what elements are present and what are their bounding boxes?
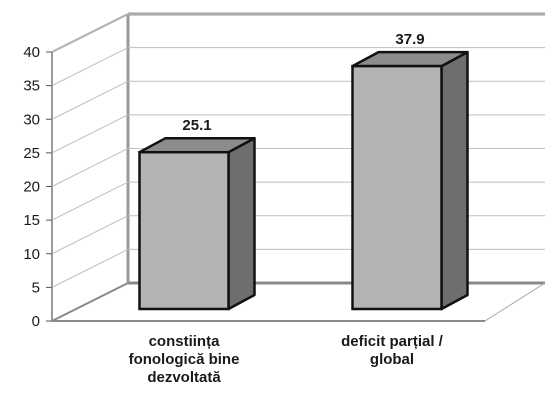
category-label-line: deficit parțial / [341, 333, 444, 350]
floor-left-edge [51, 282, 129, 322]
gridline [51, 114, 545, 154]
gridline [51, 148, 545, 187]
y-tick-label: 0 [32, 313, 40, 330]
gridlines [46, 13, 545, 322]
category-label-line: fonologică bine [129, 351, 240, 368]
y-tick-label: 25 [23, 145, 40, 162]
y-tick-label: 5 [32, 279, 40, 296]
y-axis-tick-labels: 0 5 10 15 20 25 30 35 40 [23, 44, 40, 330]
category-label-line: dezvoltată [147, 369, 221, 386]
y-tick-label: 20 [23, 179, 40, 196]
chart-walls [51, 12, 546, 322]
bar-front-face [138, 150, 230, 311]
gridline [51, 215, 545, 255]
category-label: constiința fonologică bine dezvoltată [129, 333, 240, 386]
gridline [51, 181, 545, 221]
floor-right-edge [484, 282, 546, 322]
bar [138, 136, 256, 311]
bars [138, 50, 469, 311]
bar [351, 50, 469, 311]
bar-side-face [227, 136, 256, 311]
gridline [51, 13, 545, 53]
category-label-line: global [370, 351, 414, 368]
data-label: 37.9 [395, 31, 424, 48]
y-tick-label: 35 [23, 78, 40, 95]
gridline [51, 80, 545, 120]
data-label: 25.1 [182, 117, 211, 134]
y-tick-label: 10 [23, 246, 40, 263]
data-labels: 25.1 37.9 [182, 31, 424, 134]
bar-front-face [351, 64, 443, 311]
category-labels: constiința fonologică bine dezvoltată defic… [129, 333, 444, 386]
category-label-line: constiința [149, 333, 220, 350]
y-tick-label: 40 [23, 44, 40, 61]
y-tick-label: 15 [23, 212, 40, 229]
gridline [51, 47, 545, 87]
y-tick-label: 30 [23, 111, 40, 128]
category-label: deficit parțial / global [341, 333, 444, 368]
bar-side-face [440, 50, 469, 311]
